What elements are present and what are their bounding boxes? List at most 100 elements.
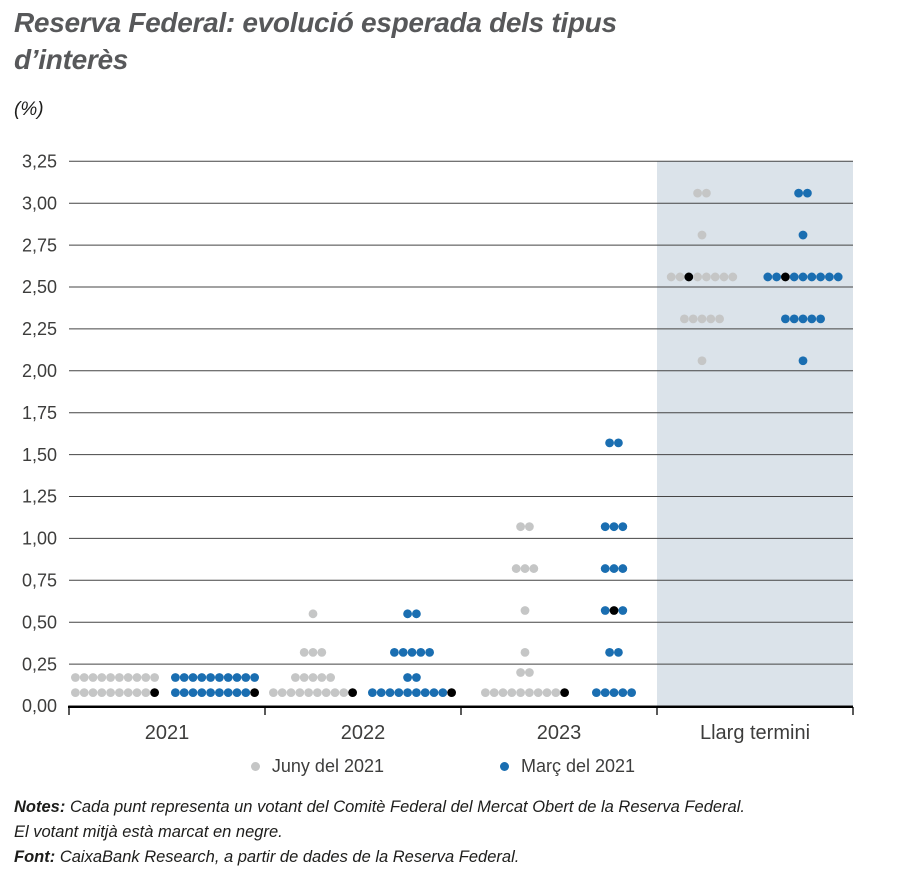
projection-dot [188,688,198,697]
projection-dot [368,688,377,697]
y-tick-label: 3,25 [22,152,57,172]
projection-dot [706,314,716,324]
projection-dot [600,522,610,532]
y-tick-label: 1,25 [22,487,57,507]
y-tick-label: 3,00 [22,193,57,213]
median-dot [250,688,259,697]
projection-dot [794,188,803,198]
projection-dot [807,314,817,324]
projection-dot [241,688,251,697]
projection-dot [232,673,242,682]
y-tick-label: 2,50 [22,277,57,297]
projection-dot [693,188,702,198]
median-dot [150,688,160,697]
projection-dot [79,688,89,697]
projection-dot [600,564,610,573]
projection-dot [394,688,404,697]
projection-dot [688,314,698,324]
projection-dot [816,314,825,324]
projection-dot [197,673,207,682]
projection-dot [605,438,614,448]
projection-dot [295,688,305,697]
projection-dot [291,673,300,682]
projection-dot [803,188,812,198]
projection-dot [798,230,808,240]
projection-dot [693,272,702,282]
projection-dot [798,314,808,324]
notes-line-1: Notes: Cada punt representa un votant de… [14,795,886,820]
projection-dot [403,609,412,619]
projection-dot [600,688,610,697]
projection-dot [697,356,707,366]
projection-dot [666,272,676,282]
notes-label: Notes: [14,798,66,816]
y-tick-label: 1,50 [22,445,57,465]
projection-dot [833,272,843,282]
axis-ticks [68,707,854,715]
projection-dot [618,522,628,532]
projection-dot [412,609,421,619]
projection-dot [339,688,349,697]
y-tick-label: 1,75 [22,403,57,423]
projection-dot [772,272,781,282]
projection-dot [614,647,623,657]
projection-dot [702,272,711,282]
projection-dot [481,688,490,697]
median-dot [447,688,456,697]
june-series-dot-icon [250,762,260,771]
series-dots-juny_2021 [71,188,738,697]
projection-dot [789,314,799,324]
projection-dot [516,668,525,677]
projection-dot [781,314,790,324]
projection-dot [680,314,689,324]
legend-item-juny-2021: Juny del 2021 [250,756,384,777]
projection-dot [241,673,251,682]
projection-dot [525,522,534,532]
projection-dot [807,272,817,282]
y-tick-label: 0,00 [22,696,57,716]
projection-dot [299,673,309,682]
projection-dot [206,688,216,697]
projection-dot [798,272,808,282]
y-tick-label: 2,00 [22,361,57,381]
projection-dot [618,564,628,573]
projection-dot [605,647,614,657]
projection-dot [403,673,412,682]
projection-dot [719,272,729,282]
projection-dot [627,688,636,697]
projection-dot [516,688,525,697]
projection-dot [412,688,421,697]
projection-dot [412,673,421,682]
projection-dot [223,688,233,697]
projection-dot [115,673,124,682]
projection-dot [71,688,80,697]
projection-dot [206,673,216,682]
projection-dot [697,314,707,324]
projection-dot [123,673,133,682]
projection-dot [308,609,318,619]
projection-dot [429,688,439,697]
chart-unit-label: (%) [14,99,44,120]
legend-label-juny-2021: Juny del 2021 [271,756,384,776]
projection-dot [141,673,151,682]
x-axis-label-llarg-termini: Llarg termini [700,722,810,744]
projection-dot [317,647,327,657]
y-tick-label: 2,75 [22,235,57,255]
projection-dot [385,688,395,697]
legend-item-marc-2021: Març del 2021 [500,756,635,777]
projection-dot [425,647,434,657]
projection-dot [520,606,530,615]
notes-text: Cada punt representa un votant del Comit… [69,798,745,816]
projection-dot [529,564,539,573]
projection-dot [277,688,287,697]
projection-dot [398,647,408,657]
projection-dot [286,688,296,697]
projection-dot [516,522,525,532]
source-line: Font: CaixaBank Research, a partir de da… [14,845,886,870]
projection-dot [317,673,327,682]
march-series-dot-icon [500,762,509,771]
y-tick-label: 2,25 [22,319,57,339]
projection-dot [97,688,107,697]
projection-dot [551,688,561,697]
x-axis-label-2023: 2023 [537,722,582,744]
